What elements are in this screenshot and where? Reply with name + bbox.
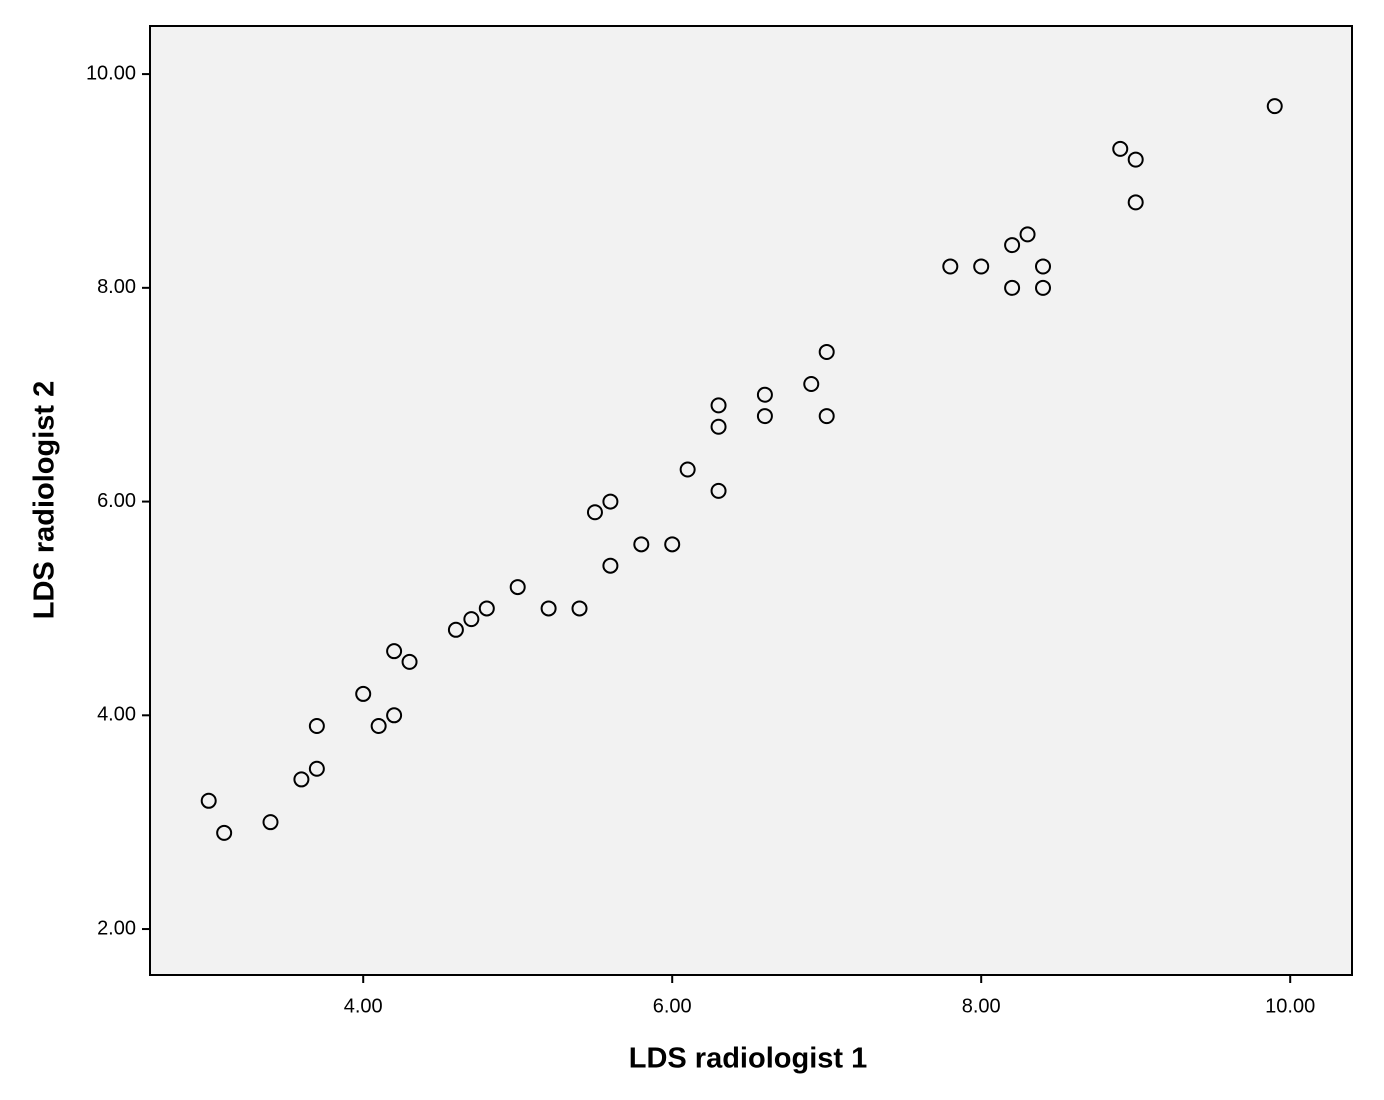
point — [633, 536, 650, 553]
point — [447, 621, 464, 638]
point — [308, 760, 325, 777]
x-tick-label: 6.00 — [653, 995, 692, 1017]
point — [262, 814, 279, 831]
y-tick-label: 4.00 — [97, 704, 136, 726]
x-tick-label: 10.00 — [1265, 995, 1315, 1017]
point — [401, 653, 418, 670]
point — [942, 258, 959, 275]
point — [710, 418, 727, 435]
point — [710, 397, 727, 414]
y-tick-label: 2.00 — [97, 917, 136, 939]
point — [293, 771, 310, 788]
x-axis-label: LDS radiologist 1 — [629, 1043, 867, 1075]
point — [355, 685, 372, 702]
point — [540, 600, 557, 617]
point — [463, 611, 480, 628]
point — [1035, 279, 1052, 296]
point — [478, 600, 495, 617]
point — [370, 717, 387, 734]
x-tick-label: 8.00 — [962, 995, 1001, 1017]
plot-area — [149, 25, 1353, 976]
point — [200, 792, 217, 809]
point — [1004, 237, 1021, 254]
y-tick-label: 8.00 — [97, 276, 136, 298]
point — [803, 376, 820, 393]
point — [308, 717, 325, 734]
point — [1004, 279, 1021, 296]
point — [818, 408, 835, 425]
point — [386, 707, 403, 724]
point — [973, 258, 990, 275]
point — [664, 536, 681, 553]
point — [679, 461, 696, 478]
point — [216, 824, 233, 841]
y-tick-label: 10.00 — [86, 62, 136, 84]
point — [602, 493, 619, 510]
point — [1019, 226, 1036, 243]
point — [756, 386, 773, 403]
point — [1266, 98, 1283, 115]
point — [1127, 151, 1144, 168]
point — [386, 643, 403, 660]
point — [509, 579, 526, 596]
y-tick-label: 6.00 — [97, 490, 136, 512]
point — [586, 504, 603, 521]
point — [1112, 140, 1129, 157]
x-tick-label: 4.00 — [344, 995, 383, 1017]
point — [571, 600, 588, 617]
point — [1035, 258, 1052, 275]
point — [1127, 194, 1144, 211]
point — [602, 557, 619, 574]
y-axis-label: LDS radiologist 2 — [29, 381, 61, 619]
point — [710, 482, 727, 499]
point — [818, 343, 835, 360]
point — [756, 408, 773, 425]
